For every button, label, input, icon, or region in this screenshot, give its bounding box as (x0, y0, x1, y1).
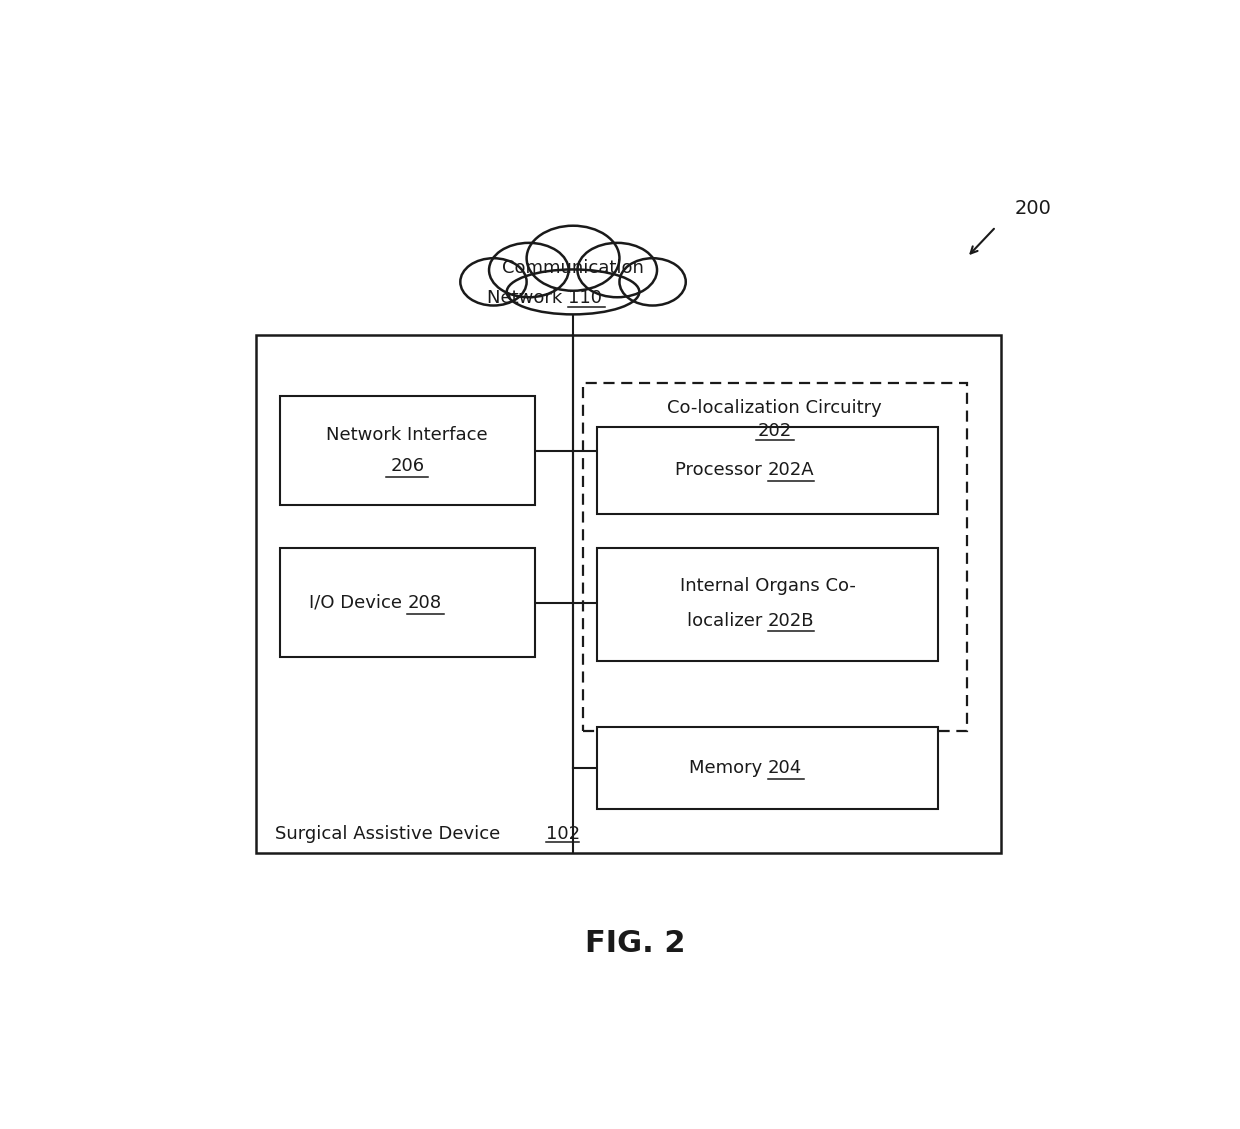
Text: Network: Network (487, 289, 568, 307)
Text: Co-localization Circuitry: Co-localization Circuitry (667, 399, 882, 417)
Ellipse shape (507, 270, 640, 314)
Text: 202B: 202B (768, 612, 815, 630)
Text: Communication: Communication (502, 260, 644, 278)
Text: Network Interface: Network Interface (326, 426, 489, 444)
Bar (280, 549, 534, 657)
Text: 102: 102 (546, 824, 580, 842)
Bar (596, 727, 939, 809)
Ellipse shape (460, 259, 527, 306)
Text: Memory: Memory (688, 759, 768, 777)
Bar (583, 383, 967, 730)
Ellipse shape (527, 226, 620, 291)
Text: Internal Organs Co-: Internal Organs Co- (680, 577, 856, 595)
Text: 204: 204 (768, 759, 802, 777)
Ellipse shape (578, 243, 657, 297)
Text: Surgical Assistive Device: Surgical Assistive Device (275, 824, 506, 842)
Bar (596, 427, 939, 514)
Text: 202: 202 (758, 422, 792, 440)
Ellipse shape (489, 243, 569, 297)
Text: Processor: Processor (675, 461, 768, 479)
Text: I/O Device: I/O Device (309, 594, 407, 612)
Text: 202A: 202A (768, 461, 815, 479)
Bar (255, 335, 1001, 852)
Text: 200: 200 (1016, 199, 1052, 218)
Text: 208: 208 (407, 594, 441, 612)
Text: 110: 110 (568, 289, 603, 307)
Text: FIG. 2: FIG. 2 (585, 929, 686, 959)
Text: localizer: localizer (687, 612, 768, 630)
Bar (280, 396, 534, 505)
Text: 206: 206 (391, 457, 424, 475)
Ellipse shape (620, 259, 686, 306)
Bar (596, 549, 939, 662)
